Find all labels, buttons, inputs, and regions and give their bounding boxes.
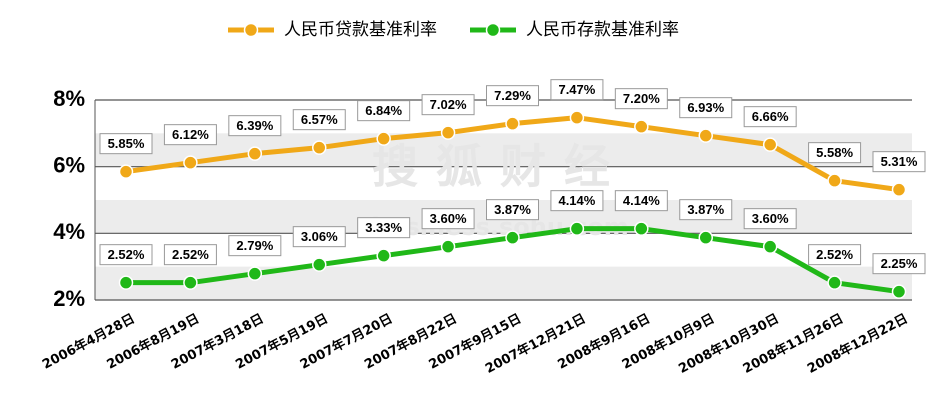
data-point [247, 266, 263, 281]
value-label: 6.93% [687, 100, 724, 115]
value-label: 5.31% [881, 154, 918, 169]
label-box [679, 199, 733, 221]
label-box [228, 235, 282, 257]
label-box [808, 142, 862, 164]
value-label: 3.33% [365, 220, 402, 235]
value-label: 3.60% [752, 211, 789, 226]
data-point [569, 110, 585, 125]
data-point [183, 155, 198, 170]
value-label: 6.84% [365, 103, 402, 118]
label-box [486, 199, 539, 221]
data-point [505, 116, 520, 131]
label-box [99, 244, 153, 266]
label-box [614, 88, 668, 110]
value-label: 7.20% [623, 91, 660, 106]
label-box [872, 151, 926, 173]
data-point [183, 275, 198, 290]
data-point [312, 257, 327, 272]
value-label: 6.39% [236, 118, 273, 133]
value-label: 2.52% [816, 247, 853, 262]
label-box [163, 124, 217, 146]
data-point [440, 125, 456, 140]
value-label: 2.52% [108, 247, 145, 262]
data-point [698, 128, 713, 143]
label-box [550, 190, 604, 212]
label-box [743, 208, 797, 230]
label-box [421, 94, 475, 116]
label-box [292, 226, 346, 248]
data-point [440, 239, 456, 254]
value-label: 6.12% [172, 127, 209, 142]
y-tick-label: 6% [53, 152, 85, 177]
label-box [163, 244, 217, 266]
band [95, 266, 912, 300]
label-box [357, 217, 411, 239]
value-label: 3.87% [687, 202, 724, 217]
label-box [614, 190, 668, 212]
data-point [118, 275, 134, 290]
value-label: 7.47% [558, 82, 595, 97]
value-label: 7.29% [494, 88, 531, 103]
data-point [762, 137, 778, 152]
data-point [569, 221, 585, 236]
label-box [292, 109, 346, 131]
data-point [312, 140, 327, 155]
value-label: 2.25% [881, 256, 918, 271]
y-tick-label: 2% [53, 286, 85, 311]
legend-marker [243, 22, 259, 38]
data-point [891, 182, 907, 197]
data-point [376, 131, 391, 146]
label-box [486, 85, 539, 107]
data-point [827, 173, 842, 188]
label-box [228, 115, 282, 137]
data-point [505, 230, 520, 245]
value-label: 3.60% [430, 211, 467, 226]
legend-marker [485, 22, 501, 38]
data-point [118, 164, 134, 179]
data-point [247, 146, 263, 161]
label-box [550, 79, 604, 101]
value-label: 4.14% [623, 193, 660, 208]
data-point [634, 221, 649, 236]
watermark: 搜狐财经 [372, 140, 628, 194]
data-point [827, 275, 842, 290]
label-box [421, 208, 475, 230]
legend-label: 人民币贷款基准利率 [284, 20, 437, 40]
label-box [679, 97, 733, 119]
data-point [762, 239, 778, 254]
legend-label: 人民币存款基准利率 [526, 20, 679, 40]
value-label: 3.06% [301, 229, 338, 244]
value-label: 3.87% [494, 202, 531, 217]
y-tick-label: 4% [53, 219, 85, 244]
value-label: 6.66% [752, 109, 789, 124]
value-label: 2.52% [172, 247, 209, 262]
label-box [808, 244, 862, 266]
value-label: 7.02% [430, 97, 467, 112]
value-label: 6.57% [301, 112, 338, 127]
value-label: 5.85% [108, 136, 145, 151]
value-label: 2.79% [236, 238, 273, 253]
data-point [698, 230, 713, 245]
data-point [891, 284, 907, 299]
value-label: 5.58% [816, 145, 853, 160]
label-box [743, 106, 797, 128]
label-box [872, 253, 926, 275]
label-box [357, 100, 411, 122]
value-label: 4.14% [558, 193, 595, 208]
y-tick-label: 8% [53, 86, 85, 111]
label-box [99, 133, 153, 155]
data-point [634, 119, 649, 134]
data-point [376, 248, 391, 263]
